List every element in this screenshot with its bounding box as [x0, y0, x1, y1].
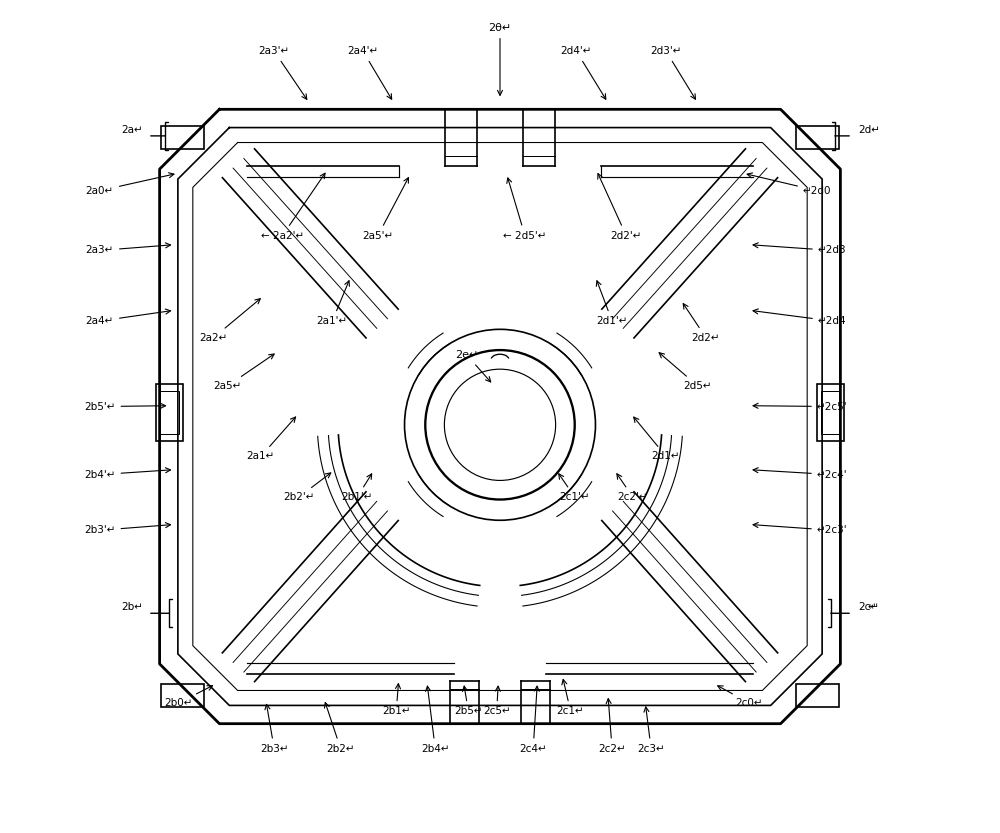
Text: 2d2↵: 2d2↵ — [683, 303, 720, 342]
Text: 2θ↵: 2θ↵ — [488, 23, 512, 95]
Text: 2e↵: 2e↵ — [455, 350, 491, 382]
Text: ↵: ↵ — [868, 602, 876, 612]
Text: ↵2d4: ↵2d4 — [753, 309, 846, 326]
Bar — [156, 384, 183, 441]
Text: 2b3'↵: 2b3'↵ — [84, 522, 171, 536]
Text: ← 2d5'↵: ← 2d5'↵ — [503, 178, 547, 241]
Text: 2d1↵: 2d1↵ — [634, 417, 680, 461]
Text: ↵2c4': ↵2c4' — [753, 467, 847, 480]
Text: 2a3↵: 2a3↵ — [86, 243, 171, 256]
Bar — [161, 684, 204, 707]
Text: 2d4'↵: 2d4'↵ — [561, 46, 606, 99]
Text: 2a1'↵: 2a1'↵ — [317, 281, 349, 326]
Text: 2c0↵: 2c0↵ — [718, 686, 763, 708]
Text: 2c3↵: 2c3↵ — [637, 707, 665, 754]
Text: 2a↵: 2a↵ — [121, 125, 143, 135]
Bar — [821, 391, 840, 434]
Text: 2d↵: 2d↵ — [858, 125, 880, 135]
Text: 2d2'↵: 2d2'↵ — [598, 173, 642, 241]
Text: 2d1'↵: 2d1'↵ — [596, 281, 628, 326]
Text: 2b4↵: 2b4↵ — [421, 686, 450, 754]
Bar — [817, 384, 844, 441]
Text: 2b0↵: 2b0↵ — [164, 686, 212, 708]
Text: 2a0↵: 2a0↵ — [86, 172, 174, 196]
Text: 2c2'↵: 2c2'↵ — [617, 474, 648, 502]
Text: 2c1↵: 2c1↵ — [557, 680, 584, 716]
Text: 2c2↵: 2c2↵ — [598, 699, 626, 754]
Text: 2a2↵: 2a2↵ — [199, 299, 260, 342]
Bar — [160, 391, 179, 434]
Text: ↵2c3': ↵2c3' — [753, 522, 847, 536]
Text: 2b1↵: 2b1↵ — [382, 684, 411, 716]
Text: 2b4'↵: 2b4'↵ — [84, 468, 171, 480]
Text: 2b↵: 2b↵ — [121, 602, 143, 612]
Text: 2a3'↵: 2a3'↵ — [259, 46, 307, 99]
Text: 2a5'↵: 2a5'↵ — [362, 177, 408, 241]
Text: ↵2c5': ↵2c5' — [753, 402, 847, 412]
Text: 2a4↵: 2a4↵ — [86, 309, 171, 326]
Text: 2c4↵: 2c4↵ — [519, 686, 547, 754]
Text: 2c1'↵: 2c1'↵ — [559, 474, 590, 502]
Text: 2b3↵: 2b3↵ — [260, 705, 288, 754]
Text: 2a4'↵: 2a4'↵ — [347, 46, 392, 99]
Bar — [796, 126, 839, 149]
Text: 2b5↵: 2b5↵ — [454, 686, 483, 716]
Text: 2b2'↵: 2b2'↵ — [283, 473, 331, 502]
Text: 2c5↵: 2c5↵ — [483, 686, 511, 716]
Bar — [161, 126, 204, 149]
Text: 2a1↵: 2a1↵ — [247, 417, 296, 461]
Text: 2b1'↵: 2b1'↵ — [341, 474, 373, 502]
Text: ↵2d3: ↵2d3 — [753, 242, 846, 256]
Text: 2d3'↵: 2d3'↵ — [650, 46, 695, 99]
Text: ← 2a2'↵: ← 2a2'↵ — [261, 173, 325, 241]
Text: 2a5↵: 2a5↵ — [213, 354, 274, 391]
Text: ↵2d0: ↵2d0 — [747, 173, 831, 196]
Text: 2d5↵: 2d5↵ — [659, 352, 712, 391]
Text: 2c↵: 2c↵ — [858, 602, 879, 612]
Bar — [796, 684, 839, 707]
Text: 2b2↵: 2b2↵ — [324, 702, 355, 754]
Text: 2b5'↵: 2b5'↵ — [84, 402, 166, 412]
